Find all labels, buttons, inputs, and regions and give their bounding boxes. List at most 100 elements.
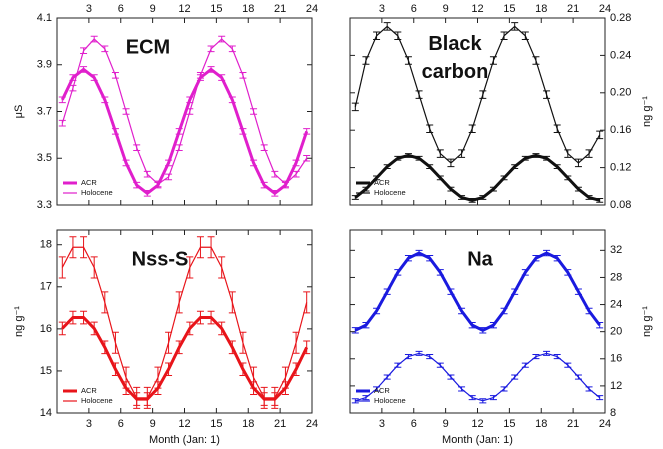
y-tick-label: 0.28 xyxy=(610,12,631,24)
error-bar xyxy=(218,321,226,336)
error-bar xyxy=(218,74,226,81)
error-bar xyxy=(207,310,215,325)
legend-label: Holocene xyxy=(81,188,113,197)
error-bar xyxy=(489,395,497,401)
legend-label: ACR xyxy=(374,386,390,395)
error-bar xyxy=(511,164,519,170)
error-bar xyxy=(500,386,508,392)
error-bar xyxy=(362,395,370,401)
y-tick-label: 4.1 xyxy=(37,12,52,24)
error-bar xyxy=(165,173,173,181)
x-tick-label: 18 xyxy=(535,3,547,15)
x-tick-label: 21 xyxy=(274,3,286,15)
error-bar xyxy=(383,288,391,295)
error-bar xyxy=(292,159,300,167)
x-tick-label: 15 xyxy=(210,418,222,430)
error-bar xyxy=(468,395,476,401)
error-bar xyxy=(186,321,194,336)
error-bar xyxy=(574,374,582,380)
y-tick-label: 3.9 xyxy=(37,59,52,71)
y-tick-label: 0.12 xyxy=(610,162,631,174)
error-bar xyxy=(543,90,551,99)
error-bar xyxy=(394,362,402,368)
error-bar xyxy=(80,47,88,55)
error-bar xyxy=(228,340,236,355)
error-bar xyxy=(468,124,476,134)
error-bar xyxy=(415,155,423,161)
error-bar xyxy=(489,56,497,65)
error-bar xyxy=(303,340,311,355)
panel-title: ECM xyxy=(126,36,170,58)
error-bar xyxy=(532,153,540,158)
x-tick-label: 24 xyxy=(599,418,611,430)
error-bar xyxy=(585,195,593,200)
y-axis-label: ng g⁻¹ xyxy=(641,306,653,337)
error-bar xyxy=(458,149,466,158)
title-line: carbon xyxy=(422,61,489,83)
x-tick-label: 15 xyxy=(503,418,515,430)
legend-label: ACR xyxy=(374,178,390,187)
error-bar xyxy=(383,164,391,170)
error-bar xyxy=(186,108,194,115)
y-tick-label: 15 xyxy=(40,365,52,377)
error-bar xyxy=(133,181,141,189)
y-tick-label: 0.20 xyxy=(610,87,631,99)
error-bar xyxy=(58,256,66,279)
data-line xyxy=(60,67,309,196)
error-bar xyxy=(543,350,551,356)
error-bar xyxy=(143,190,151,197)
error-bar xyxy=(447,374,455,380)
error-bar xyxy=(426,354,434,360)
error-bar xyxy=(468,197,476,203)
error-bar xyxy=(207,66,215,73)
error-bar xyxy=(69,236,77,259)
error-bar xyxy=(165,331,173,354)
error-bar xyxy=(553,254,561,262)
error-bar xyxy=(271,190,279,197)
panel: 3 6 9 12 15 18 21 24 14 15 16 17 18 ng g⁻¹ Month (Jan:… xyxy=(13,229,318,446)
data-line xyxy=(61,316,309,401)
y-tick-label: 3.7 xyxy=(37,105,52,117)
error-bar xyxy=(239,128,247,135)
error-bar xyxy=(574,186,582,192)
error-bar xyxy=(351,102,359,112)
error-bar xyxy=(564,269,572,276)
y-tick-label: 17 xyxy=(40,281,52,293)
error-bar xyxy=(351,398,359,404)
x-tick-label: 24 xyxy=(306,3,318,15)
y-axis-label: ng g⁻¹ xyxy=(641,96,653,127)
error-bar xyxy=(351,195,359,200)
x-tick-label: 3 xyxy=(86,3,92,15)
error-bar xyxy=(404,254,412,262)
error-bar xyxy=(553,124,561,134)
error-bar xyxy=(228,96,236,104)
error-bar xyxy=(404,354,412,360)
error-bar xyxy=(521,362,529,368)
x-axis-label: Month (Jan: 1) xyxy=(149,434,220,446)
error-bar xyxy=(175,144,183,152)
error-bar xyxy=(218,35,226,43)
panel-title: Black carbon xyxy=(422,33,489,83)
error-bar xyxy=(351,327,359,334)
legend-label: Holocene xyxy=(374,188,406,197)
error-bar xyxy=(373,31,381,41)
error-bar xyxy=(58,119,66,127)
y-axis-label: ng g⁻¹ xyxy=(13,306,25,337)
error-bar xyxy=(80,66,88,73)
error-bar xyxy=(239,362,247,377)
error-bar xyxy=(511,288,519,295)
x-tick-label: 12 xyxy=(178,3,190,15)
error-bar xyxy=(404,56,412,65)
x-tick-label: 3 xyxy=(86,418,92,430)
error-bar xyxy=(122,366,130,389)
error-bar xyxy=(532,354,540,360)
error-bar xyxy=(111,71,119,79)
error-bar xyxy=(260,386,268,409)
error-bar xyxy=(532,254,540,262)
x-tick-label: 21 xyxy=(567,3,579,15)
error-bar xyxy=(500,175,508,181)
error-bar xyxy=(553,164,561,170)
error-bar xyxy=(281,180,289,188)
